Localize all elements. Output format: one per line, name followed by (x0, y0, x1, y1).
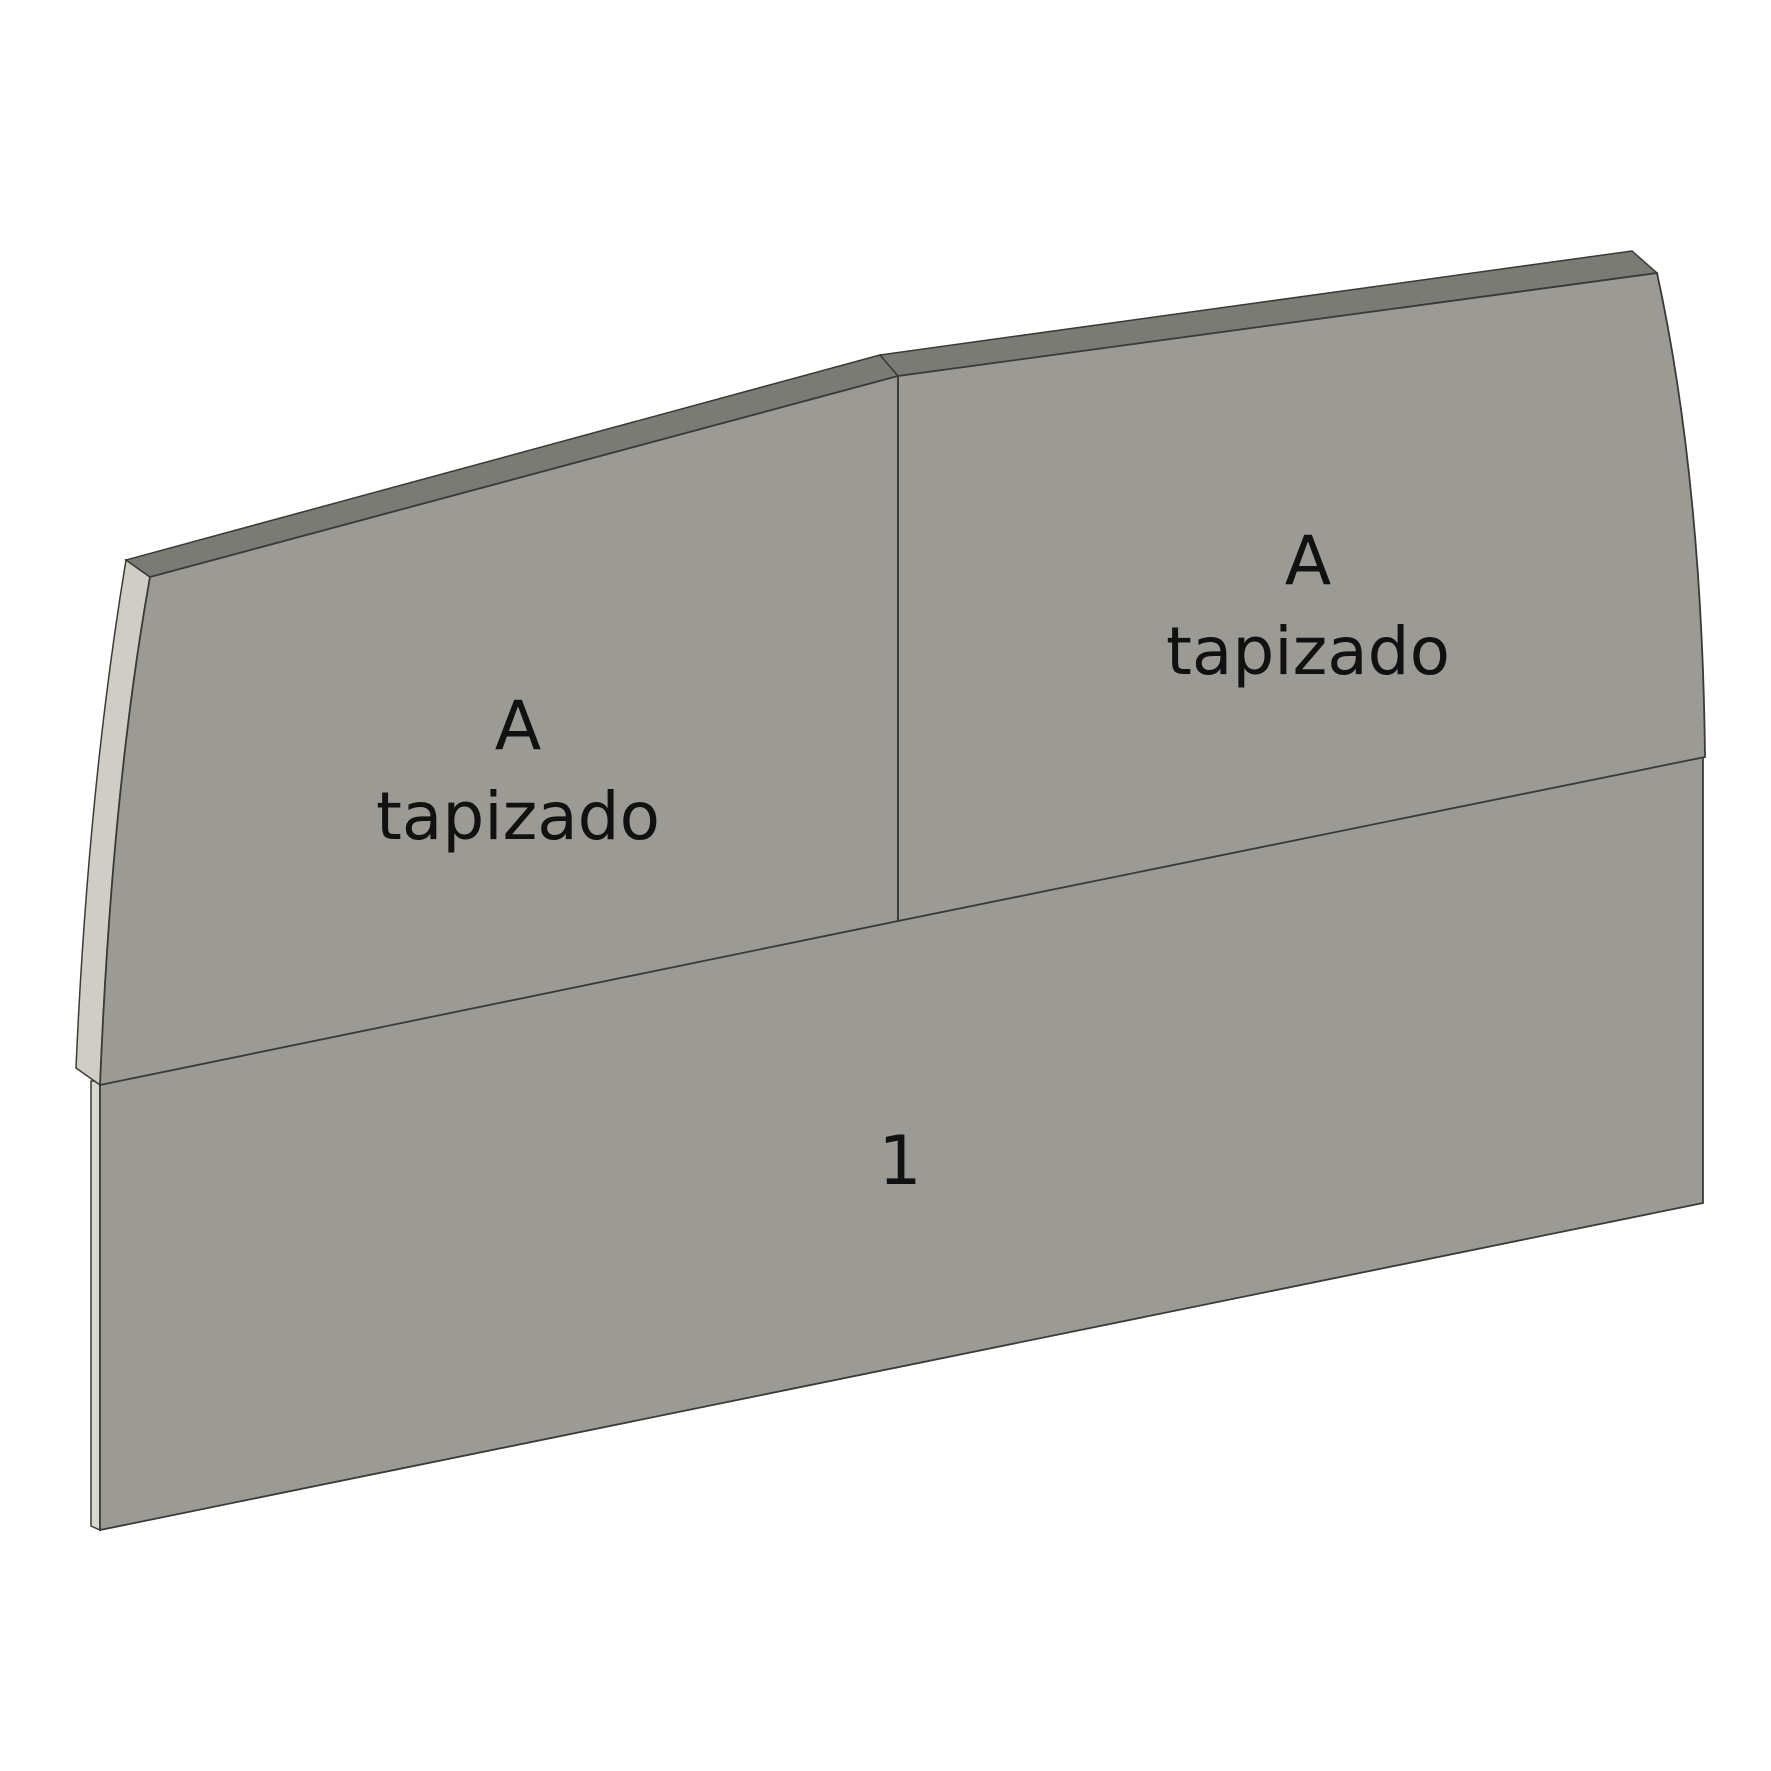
base-panel-number-label: 1 (878, 1122, 921, 1201)
left-panel-code-label: A (495, 687, 542, 766)
right-cushion-face (897, 271, 1706, 923)
base-panel-side-edge (90, 1080, 101, 1532)
right-panel-code-label: A (1285, 522, 1332, 601)
left-panel-material-label: tapizado (376, 778, 660, 855)
right-panel-material-label: tapizado (1166, 613, 1450, 690)
left-cushion-face (99, 374, 899, 1087)
